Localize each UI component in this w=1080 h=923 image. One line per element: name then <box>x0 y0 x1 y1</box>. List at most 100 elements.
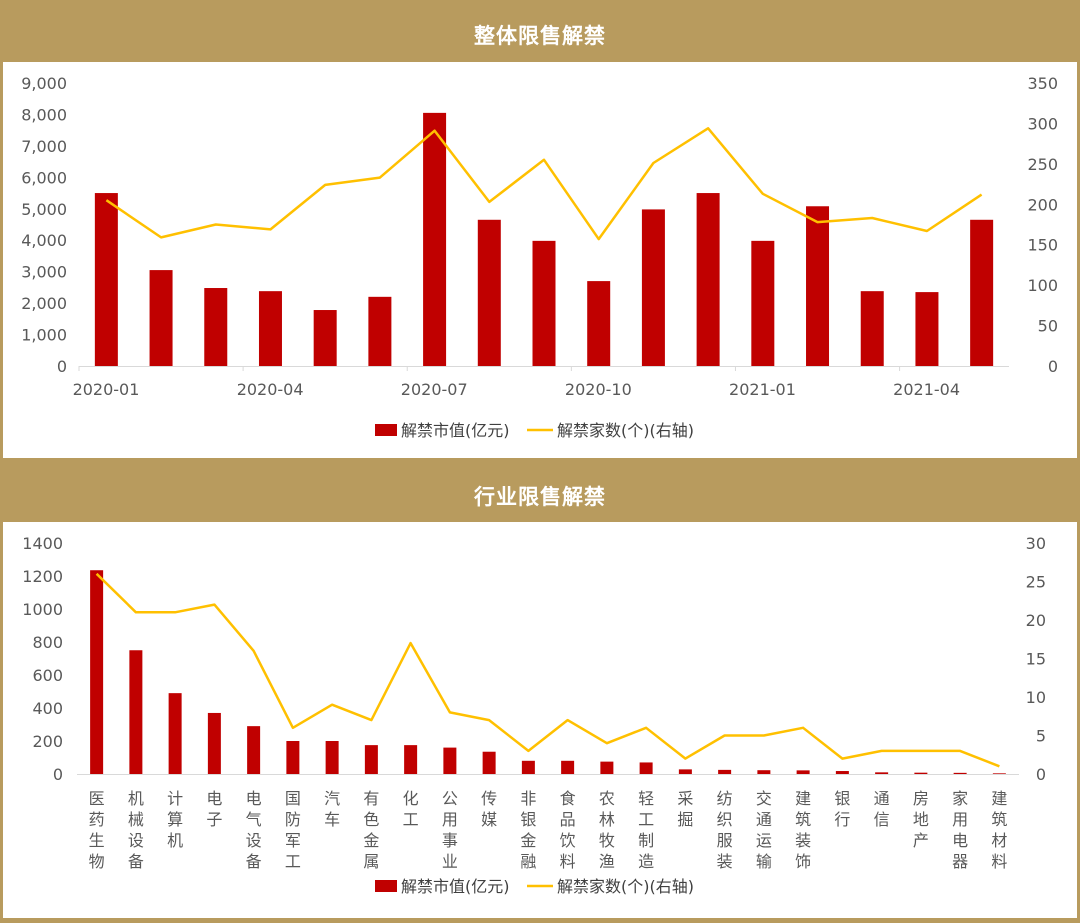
y-left-tick-label: 400 <box>32 699 63 718</box>
x-tick-label: 交通运输 <box>756 789 772 871</box>
y-left-tick-label: 1000 <box>22 600 63 619</box>
y-right-tick-label: 10 <box>1026 688 1046 707</box>
bar <box>639 762 653 774</box>
x-tick-label: 2021-04 <box>893 380 960 399</box>
bar <box>204 288 228 366</box>
x-tick-label: 计算机 <box>167 789 183 850</box>
bar <box>796 770 810 774</box>
y-left-tick-label: 0 <box>53 765 63 784</box>
bar <box>806 206 830 366</box>
bar <box>953 772 967 774</box>
x-tick-label: 建筑装饰 <box>795 789 811 871</box>
x-tick-label: 机械设备 <box>128 789 144 871</box>
x-tick-label: 2020-07 <box>401 380 468 399</box>
y-left-tick-label: 8,000 <box>21 105 67 124</box>
y-left-tick-label: 1400 <box>22 534 63 553</box>
x-tick-label: 公用事业 <box>442 789 458 871</box>
y-left-tick-label: 2,000 <box>21 294 67 313</box>
x-tick-label: 2020-10 <box>565 380 632 399</box>
bar <box>364 745 378 774</box>
y-right-tick-label: 300 <box>1027 114 1058 133</box>
bar <box>641 209 665 366</box>
x-tick-label: 2020-01 <box>73 380 140 399</box>
bar <box>325 741 339 774</box>
bar <box>678 769 692 774</box>
y-left-tick-label: 200 <box>32 732 63 751</box>
x-tick-label: 银行 <box>834 789 850 829</box>
y-right-tick-label: 0 <box>1048 357 1058 376</box>
bar <box>532 240 556 366</box>
y-left-tick-label: 600 <box>32 666 63 685</box>
section-title-industry: 行业限售解禁 <box>474 485 606 509</box>
x-tick-label: 有色金属 <box>363 789 379 871</box>
x-tick-label: 化工 <box>403 789 419 829</box>
bar <box>247 726 261 774</box>
legend-line-label: 解禁家数(个)(右轴) <box>557 421 694 440</box>
y-left-tick-label: 0 <box>57 357 67 376</box>
bar <box>860 291 884 366</box>
overall-unlock-chart: 0 1,000 2,000 3,000 4,000 5,000 6,000 7,000 8,00… <box>21 74 1058 440</box>
y-right-tick-label: 15 <box>1026 650 1046 669</box>
x-tick-label: 家用电器 <box>952 789 968 871</box>
bar <box>368 296 392 366</box>
x-tick-label: 电子 <box>206 789 222 829</box>
bar <box>168 693 182 774</box>
y-left-tick-label: 7,000 <box>21 137 67 156</box>
legend-bar-label: 解禁市值(亿元) <box>401 877 510 896</box>
chart-panel-overall: 0 1,000 2,000 3,000 4,000 5,000 6,000 7,000 8,00… <box>3 62 1077 458</box>
y-right-tick-label: 250 <box>1027 155 1058 174</box>
legend-bar-swatch <box>375 880 397 892</box>
bar <box>915 292 939 366</box>
bar <box>875 772 889 774</box>
y-right-tick-label: 20 <box>1026 611 1046 630</box>
y-right-tick-label: 200 <box>1027 195 1058 214</box>
x-tick-label: 2020-04 <box>237 380 304 399</box>
x-tick-label: 国防军工 <box>285 789 301 871</box>
y-left-tick-label: 9,000 <box>21 74 67 93</box>
bar <box>914 772 928 774</box>
bar <box>423 112 447 366</box>
y-left-tick-label: 800 <box>32 633 63 652</box>
legend-bar-swatch <box>375 424 397 436</box>
x-tick-label: 建筑材料 <box>991 789 1007 871</box>
bar <box>482 751 496 774</box>
x-tick-label: 采掘 <box>677 789 693 829</box>
x-tick-label: 纺织服装 <box>717 789 733 871</box>
y-left-tick-label: 6,000 <box>21 168 67 187</box>
bar <box>94 193 118 366</box>
chart-panel-industry: 0 200 400 600 800 1000 1200 1400 0 5 10 15 20 25 30 医药生… <box>3 522 1077 918</box>
section-title-overall: 整体限售解禁 <box>474 24 606 48</box>
y-left-tick-label: 4,000 <box>21 231 67 250</box>
y-right-tick-label: 0 <box>1036 765 1046 784</box>
bar <box>696 193 720 366</box>
line-series <box>105 127 983 241</box>
x-tick-label: 医药生物 <box>89 789 105 871</box>
bar <box>286 741 300 774</box>
x-tick-label: 房地产 <box>913 789 929 850</box>
x-tick-label: 食品饮料 <box>560 789 576 871</box>
industry-unlock-chart: 0 200 400 600 800 1000 1200 1400 0 5 10 15 20 25 30 医药生… <box>22 534 1046 896</box>
x-tick-label: 轻工制造 <box>638 789 654 871</box>
bar <box>718 769 732 774</box>
line-series <box>95 572 1000 768</box>
bar <box>587 281 611 366</box>
x-tick-label: 农林牧渔 <box>599 789 615 871</box>
y-right-tick-label: 30 <box>1026 534 1046 553</box>
bar <box>757 770 771 774</box>
bar <box>992 773 1006 774</box>
legend-bar-label: 解禁市值(亿元) <box>401 421 510 440</box>
y-right-tick-label: 50 <box>1038 317 1058 336</box>
x-tick-label: 传媒 <box>481 789 497 829</box>
y-right-tick-label: 150 <box>1027 236 1058 255</box>
bar <box>207 712 221 774</box>
x-tick-label: 非银金融 <box>520 789 536 871</box>
x-tick-label: 汽车 <box>324 789 340 829</box>
y-right-tick-label: 100 <box>1027 276 1058 295</box>
bar <box>90 570 104 774</box>
y-left-tick-label: 3,000 <box>21 263 67 282</box>
y-left-tick-label: 5,000 <box>21 200 67 219</box>
bar <box>149 270 173 366</box>
bar <box>561 760 575 774</box>
bar <box>600 761 614 774</box>
